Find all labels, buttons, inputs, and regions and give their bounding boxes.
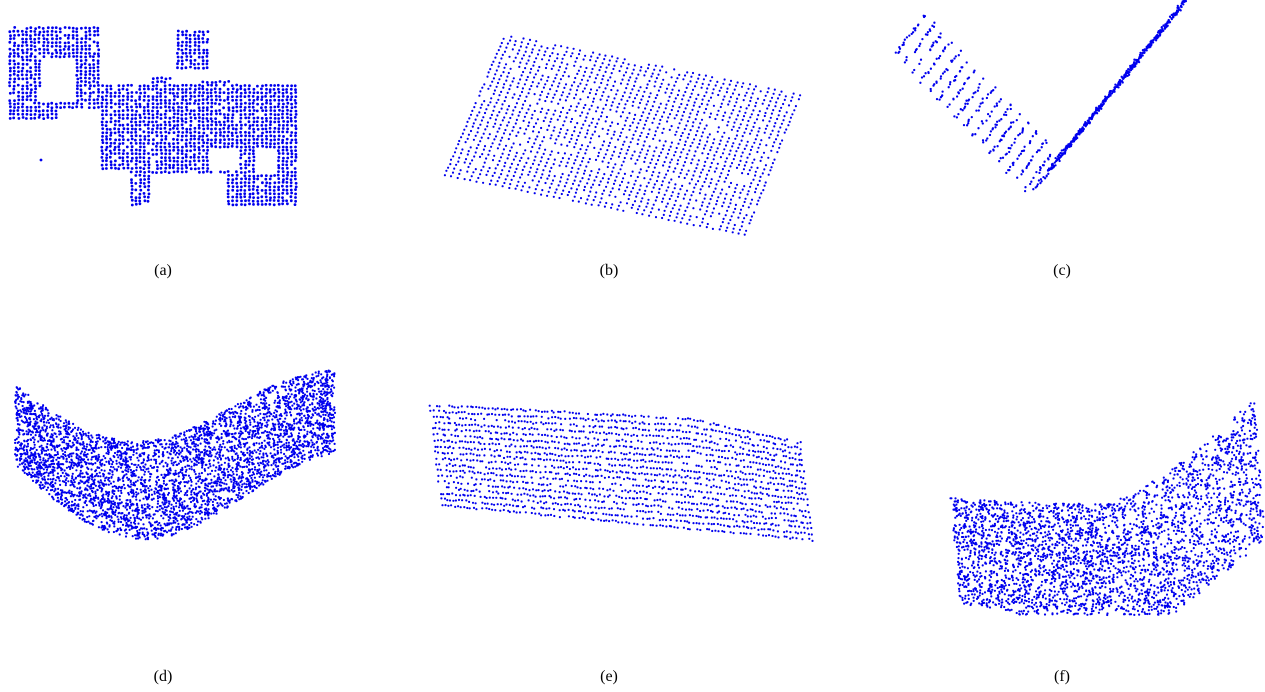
point-cloud-points (428, 404, 814, 542)
point-cloud-c (894, 0, 1188, 193)
caption-a: (a) (154, 262, 172, 279)
caption-e: (e) (600, 668, 618, 685)
panel-a (0, 0, 310, 230)
panel-d (0, 350, 350, 570)
panel-b (420, 0, 820, 240)
point-cloud-e (428, 404, 814, 542)
point-cloud-d (14, 369, 337, 541)
point-cloud-points (894, 0, 1188, 193)
panel-c (870, 0, 1265, 230)
point-cloud-f (949, 402, 1265, 617)
caption-c: (c) (1053, 262, 1071, 279)
panel-e (420, 395, 814, 565)
panel-f (940, 400, 1265, 630)
point-cloud-points (8, 26, 298, 207)
point-cloud-points (949, 402, 1265, 617)
point-cloud-points (443, 35, 802, 236)
caption-b: (b) (599, 262, 619, 279)
caption-f: (f) (1054, 668, 1070, 685)
point-cloud-points (14, 369, 337, 541)
point-cloud-b (443, 35, 802, 236)
caption-d: (d) (153, 668, 173, 685)
point-cloud-a (8, 26, 298, 207)
